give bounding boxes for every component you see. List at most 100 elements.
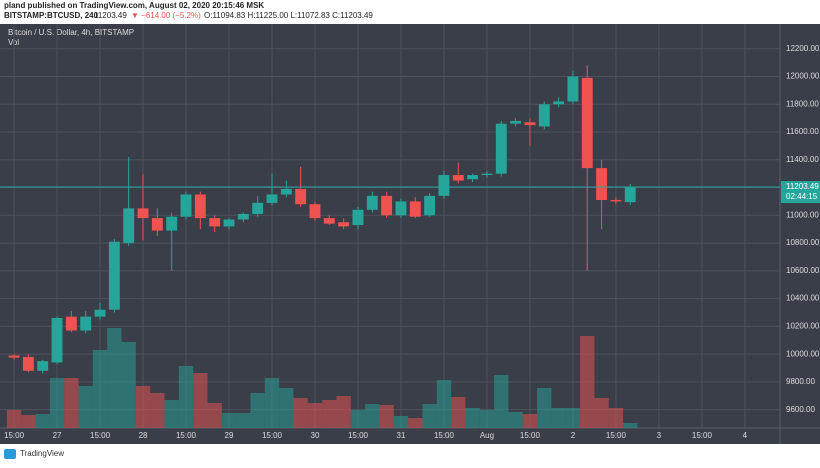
candle-body <box>596 168 608 201</box>
volume-bar <box>107 328 122 428</box>
chart-background <box>0 24 820 444</box>
y-tick-label: 10600.00 <box>786 266 820 275</box>
y-tick-label: 11800.00 <box>786 99 819 108</box>
volume-bar <box>365 404 380 428</box>
candle-body <box>381 195 393 216</box>
last-price: 11203.49 <box>94 11 127 20</box>
x-tick-label: 15:00 <box>4 431 25 440</box>
volume-bar <box>408 418 423 428</box>
publisher: pland published on TradingView.com, Augu… <box>4 1 264 10</box>
candle-body <box>581 77 593 169</box>
candle-body <box>151 218 163 231</box>
candle-body <box>567 76 579 102</box>
x-tick-label: 15:00 <box>348 431 369 440</box>
y-tick-label: 9800.00 <box>786 377 815 386</box>
x-tick-label: 15:00 <box>606 431 627 440</box>
change: ▼ −614.00 (−5.2%) <box>131 11 201 20</box>
volume-bar <box>6 410 22 428</box>
volume-bar <box>379 405 394 428</box>
candle-body <box>538 104 550 127</box>
x-tick-label: 27 <box>53 431 62 440</box>
candle-body <box>309 204 321 219</box>
x-tick-label: 15:00 <box>434 431 455 440</box>
candle-body <box>495 123 507 174</box>
volume-bar <box>436 380 452 428</box>
x-tick-label: 28 <box>139 431 148 440</box>
y-tick-label: 10000.00 <box>786 349 820 358</box>
chart-title: Bitcoin / U.S. Dollar, 4h, BITSTAMP <box>8 28 134 37</box>
candle-body <box>108 241 120 310</box>
volume-bar <box>49 378 65 428</box>
x-tick-label: 4 <box>743 431 748 440</box>
y-tick-label: 11600.00 <box>786 127 819 136</box>
candle-body <box>51 318 63 363</box>
volume-bar <box>236 413 251 428</box>
candle-body <box>166 216 178 231</box>
candle-body <box>624 187 636 203</box>
volume-bar <box>121 342 136 428</box>
candle-body <box>610 200 622 202</box>
candle-body <box>524 122 536 126</box>
candle-body <box>424 195 436 216</box>
candle-body <box>194 194 206 219</box>
volume-bar <box>92 350 108 428</box>
volume-bar <box>293 398 308 428</box>
volume-bar <box>279 388 294 428</box>
volume-bar <box>250 393 265 428</box>
brand: TradingView <box>20 449 64 458</box>
candle-body <box>94 309 106 317</box>
volume-bar <box>393 416 409 428</box>
volume-bar <box>494 375 509 428</box>
volume-bar <box>465 408 480 428</box>
candle-body <box>137 208 149 219</box>
candle-body <box>180 194 192 217</box>
candle-body <box>8 355 20 358</box>
volume-bar <box>150 393 165 428</box>
volume-bar <box>451 397 466 428</box>
volume-bar <box>221 413 237 428</box>
last-price-label: 11203.49 <box>786 182 819 191</box>
volume-bar <box>164 400 179 428</box>
x-tick-label: Aug <box>480 431 494 440</box>
candle-body <box>252 202 264 214</box>
volume-bar <box>608 408 624 428</box>
candle-body <box>481 173 493 176</box>
volume-bar <box>178 366 194 428</box>
candle-body <box>467 175 479 180</box>
volume-bar <box>350 410 366 428</box>
volume-bar <box>21 415 36 428</box>
x-tick-label: 15:00 <box>520 431 541 440</box>
candle-body <box>352 209 364 226</box>
candle-body <box>438 175 450 196</box>
candle-body <box>323 218 335 224</box>
x-tick-label: 15:00 <box>692 431 713 440</box>
volume-bar <box>64 378 79 428</box>
volume-bar <box>551 408 566 428</box>
candle-body <box>65 316 77 331</box>
y-tick-label: 10400.00 <box>786 294 820 303</box>
volume-bar <box>78 386 93 428</box>
volume-bar <box>264 378 280 428</box>
volume-bar <box>522 414 538 428</box>
logo <box>4 449 16 459</box>
candle-body <box>266 194 278 203</box>
volume-bar <box>479 410 495 428</box>
symbol: BITSTAMP:BTCUSD, 240 <box>4 11 99 20</box>
y-tick-label: 11400.00 <box>786 155 819 164</box>
y-tick-label: 12200.00 <box>786 44 820 53</box>
x-tick-label: 2 <box>571 431 576 440</box>
volume-bar <box>580 336 595 428</box>
volume-bar <box>508 412 523 428</box>
x-tick-label: 31 <box>397 431 406 440</box>
volume-bar <box>35 414 50 428</box>
volume-bar <box>322 400 337 428</box>
last-price-box <box>781 181 820 204</box>
volume-bar <box>135 386 151 428</box>
volume-bar <box>336 396 351 428</box>
candle-body <box>510 120 522 124</box>
candle-body <box>37 361 49 371</box>
candle-body <box>452 175 464 181</box>
volume-bar <box>565 408 581 428</box>
